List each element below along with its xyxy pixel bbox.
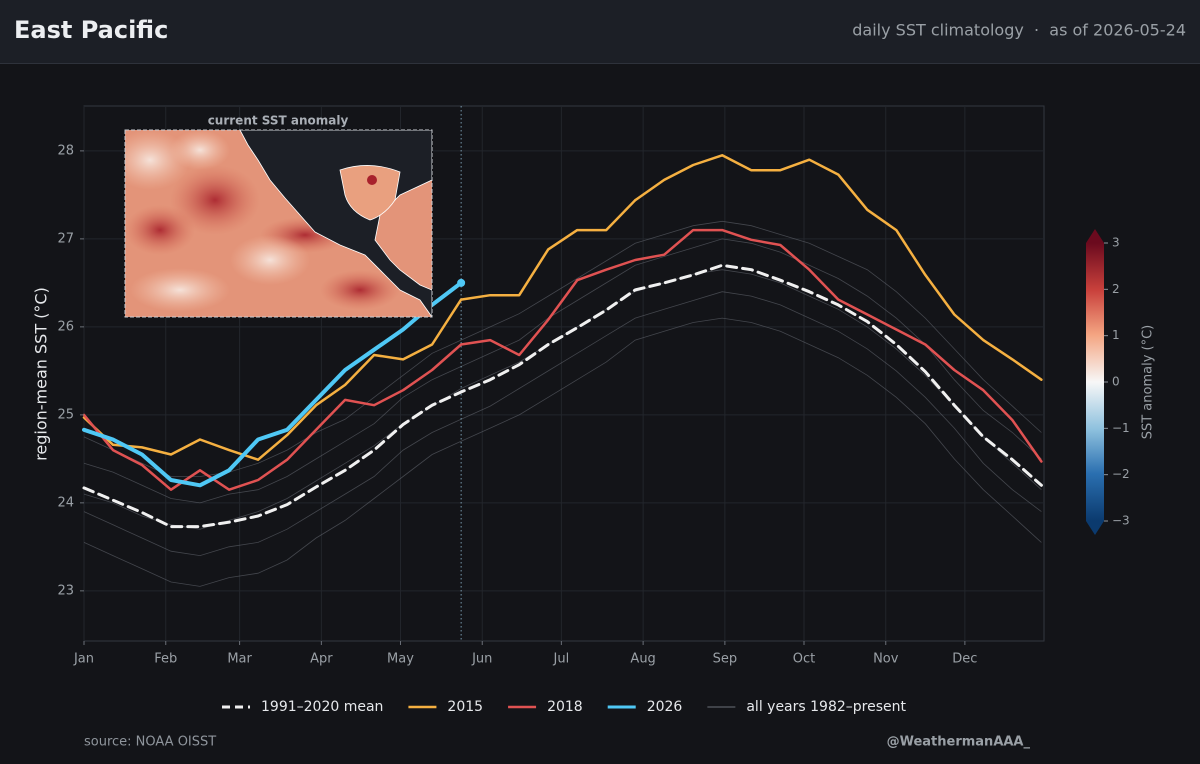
series-line	[82, 280, 464, 488]
series-line	[82, 263, 1043, 529]
background-line	[83, 220, 1042, 477]
y-tick-label: 27	[57, 231, 74, 246]
colorbar-label: SST anomaly (°C)	[1141, 325, 1156, 440]
legend-label: 2015	[447, 699, 483, 715]
x-tick-label: Oct	[793, 652, 815, 667]
background-line	[83, 291, 1042, 557]
map-anomaly	[230, 235, 310, 285]
colorbar-tick-label: 1	[1112, 328, 1120, 342]
x-tick-label: Sep	[713, 652, 738, 667]
axes: 23 24 25 26 27 28 Jan Feb Mar Apr May Jun Jul Aug Sep O…	[57, 143, 977, 666]
series-line	[82, 228, 1043, 491]
map-anomaly	[170, 130, 230, 170]
colorbar-tick-label: 0	[1112, 375, 1120, 389]
series-lines	[82, 106, 1043, 641]
y-tick-label: 24	[57, 495, 74, 510]
x-tick-label: Jan	[73, 652, 94, 667]
x-tick-label: Dec	[952, 652, 977, 667]
y-tick-label: 26	[57, 319, 74, 334]
x-tick-label: Feb	[154, 652, 177, 667]
background-line	[83, 317, 1042, 587]
page-subtitle: daily SST climatology · as of 2026-05-24	[852, 21, 1186, 40]
x-tick-label: Apr	[310, 652, 333, 667]
x-tick-label: Jul	[553, 652, 570, 667]
legend-label: all years 1982–present	[746, 699, 906, 715]
legend-item: 2018	[508, 699, 583, 715]
map-anomaly	[367, 175, 377, 185]
legend-label: 2026	[647, 699, 683, 715]
page-title: East Pacific	[14, 16, 168, 44]
colorbar-tick-label: −3	[1112, 514, 1130, 528]
source-note: source: NOAA OISST	[84, 735, 216, 750]
x-tick-label: Aug	[630, 652, 655, 667]
legend-label: 2018	[547, 699, 583, 715]
end-marker	[457, 278, 466, 287]
colorbar-extend-top	[1086, 229, 1104, 243]
map-anomaly	[125, 205, 195, 255]
map-anomaly	[130, 268, 230, 312]
x-tick-label: Jun	[471, 652, 492, 667]
x-tick-label: May	[387, 652, 414, 667]
inset-map: current SST anomaly	[124, 114, 433, 318]
legend-item: 1991–2020 mean	[222, 699, 383, 715]
map-gulf	[339, 165, 401, 221]
colorbar: 3 2 1 0 −1 −2 −3 SST anomaly (°C)	[1086, 229, 1156, 535]
y-tick-label: 25	[57, 407, 74, 422]
y-tick-label: 28	[57, 143, 74, 158]
inset-title: current SST anomaly	[208, 114, 349, 128]
x-tick-label: Mar	[227, 652, 252, 667]
credit: @WeathermanAAA_	[887, 735, 1031, 750]
legend-label: 1991–2020 mean	[261, 699, 383, 715]
map-anomaly	[170, 165, 260, 235]
map-anomaly	[320, 270, 400, 310]
legend-item: 2026	[607, 699, 683, 715]
legend-item: all years 1982–present	[707, 699, 906, 715]
colorbar-tick-label: 2	[1112, 282, 1120, 296]
colorbar-tick-label: 3	[1112, 236, 1120, 250]
legend: 1991–2020 mean 2015 2018 2026 all years 1982…	[222, 699, 906, 715]
x-tick-label: Nov	[873, 652, 899, 667]
background-line	[83, 238, 1042, 504]
background-lines	[83, 220, 1042, 587]
legend-item: 2015	[408, 699, 483, 715]
inset-frame	[124, 129, 433, 318]
colorbar-scale	[1086, 243, 1104, 521]
colorbar-tick-label: −2	[1112, 467, 1130, 481]
colorbar-tick-label: −1	[1112, 421, 1130, 435]
y-tick-label: 23	[57, 583, 74, 598]
header-bar	[0, 0, 1200, 63]
colorbar-extend-bottom	[1086, 521, 1104, 535]
y-axis-label: region-mean SST (°C)	[32, 287, 51, 461]
